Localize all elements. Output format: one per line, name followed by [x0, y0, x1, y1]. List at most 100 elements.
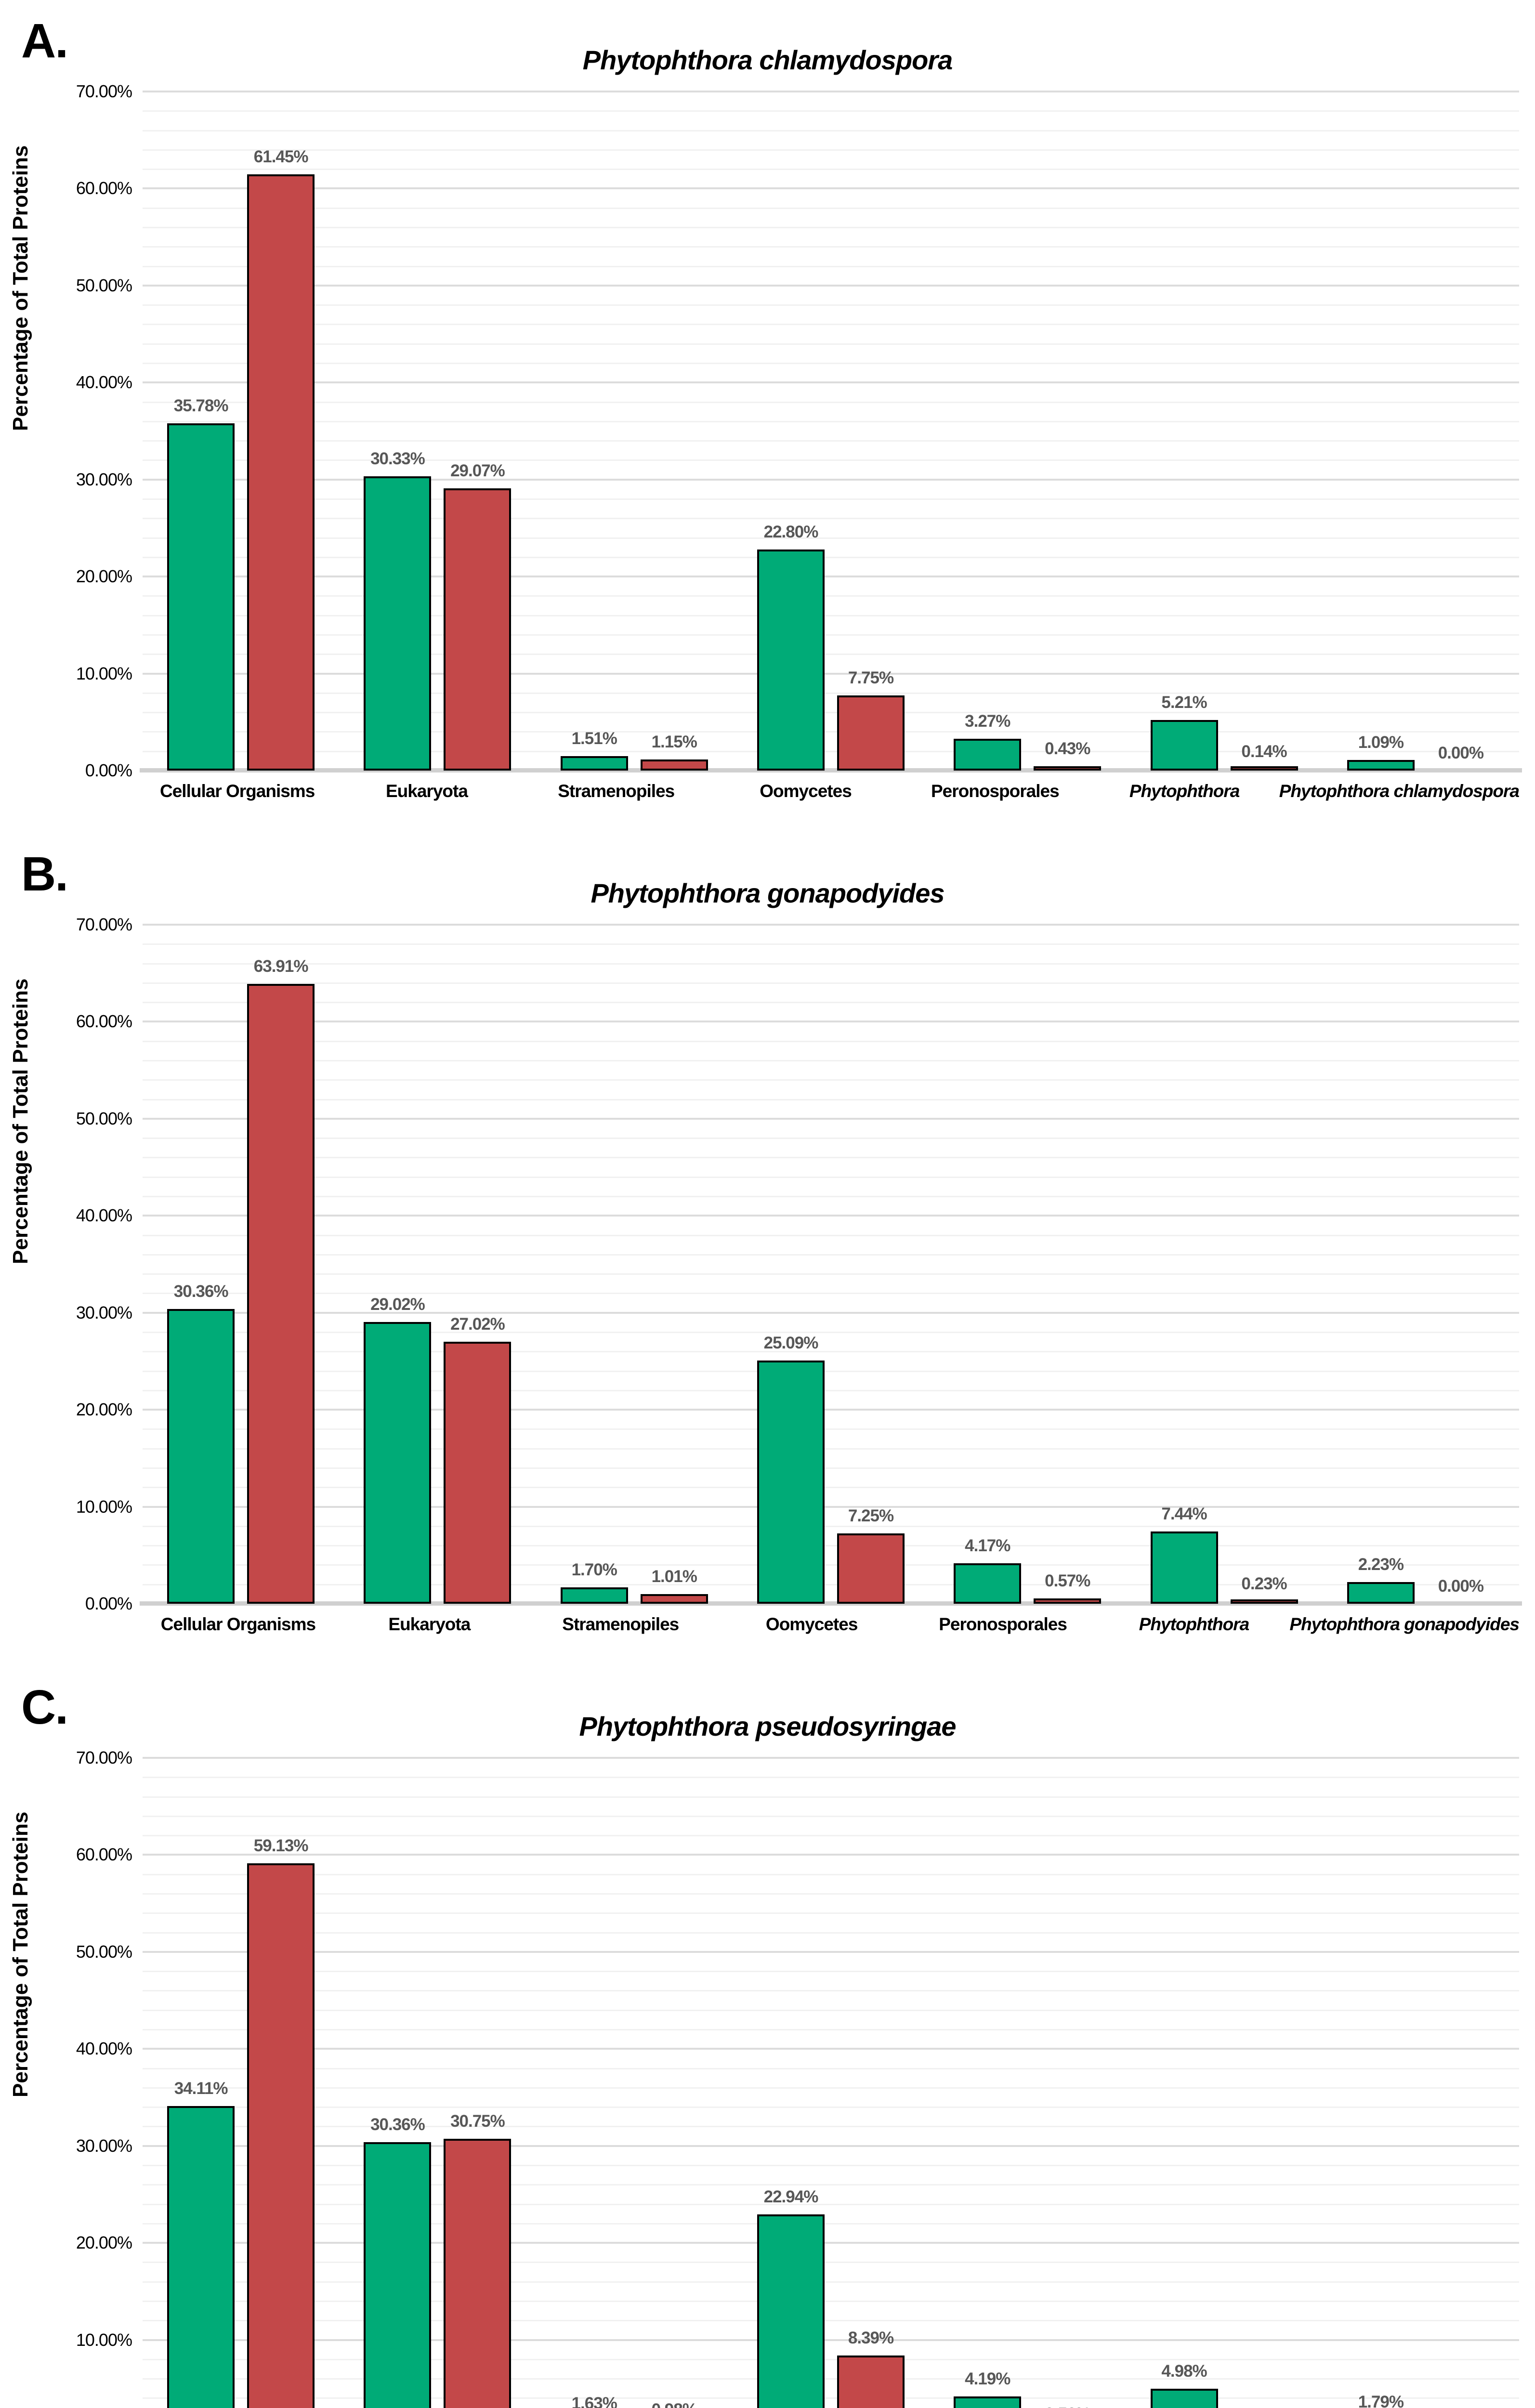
- value-label: 59.13%: [253, 1836, 309, 1855]
- category-group: 25.09% 7.25%: [733, 925, 929, 1604]
- minor-gridline: [143, 1467, 1519, 1469]
- bar-proteome: [247, 1863, 315, 2408]
- bar-slot: 22.80%: [757, 92, 825, 771]
- bar-slot: 35.78%: [167, 92, 235, 771]
- value-label: 22.80%: [763, 522, 819, 541]
- bar-proteome: [1034, 1598, 1102, 1604]
- bar-genome: [364, 2142, 432, 2408]
- minor-gridline: [143, 1040, 1519, 1042]
- x-category-label: Phytophthora gonapodyides: [1289, 1614, 1520, 1634]
- plot-area: 0.00% 10.00% 20.00% 30.00% 40.00% 50.00% 60.00…: [76, 915, 1522, 1613]
- minor-gridline: [143, 2068, 1519, 2069]
- value-label: 7.25%: [848, 1506, 894, 1525]
- value-label: 4.19%: [965, 2369, 1010, 2388]
- category-group: 7.44% 0.23%: [1126, 925, 1322, 1604]
- value-label: 7.75%: [848, 668, 894, 687]
- bar-slot: 1.63%: [561, 1758, 628, 2408]
- value-label: 0.00%: [1438, 1577, 1484, 1596]
- y-tick-label: 40.00%: [76, 1205, 132, 1226]
- y-tick-label: 50.00%: [76, 275, 132, 295]
- major-gridline: [143, 1021, 1519, 1023]
- bar-slot: 4.17%: [954, 925, 1022, 1604]
- chart-panel-B: B. Phytophthora gonapodyides Percentage of…: [0, 833, 1535, 1666]
- bar-proteome: [1034, 766, 1102, 771]
- bar-proteome: [444, 1341, 512, 1604]
- bar-slot: 5.21%: [1150, 92, 1218, 771]
- y-tick-label: 50.00%: [76, 1108, 132, 1128]
- chart-panel-A: A. Phytophthora chlamydospora Percentage o…: [0, 0, 1535, 833]
- x-category-label: Cellular Organisms: [160, 781, 315, 801]
- bar-proteome: [247, 983, 315, 1604]
- bar-slot: 25.09%: [757, 925, 825, 1604]
- minor-gridline: [143, 1584, 1519, 1585]
- minor-gridline: [143, 2009, 1519, 2011]
- y-tick-label: 60.00%: [76, 1011, 132, 1032]
- minor-gridline: [143, 1777, 1519, 1779]
- bar-genome: [1150, 720, 1218, 771]
- panel-letter: A.: [21, 14, 68, 68]
- y-tick-label: 10.00%: [76, 2329, 132, 2350]
- bar-slot: 2.23%: [1347, 925, 1415, 1604]
- minor-gridline: [143, 2107, 1519, 2108]
- minor-gridline: [143, 2320, 1519, 2322]
- minor-gridline: [143, 2358, 1519, 2360]
- bar-groups: 30.36% 63.91% 29.02% 27.02% 1.70% 1.01% 25.09%…: [143, 925, 1519, 1604]
- minor-gridline: [143, 1293, 1519, 1295]
- minor-gridline: [143, 246, 1519, 248]
- minor-gridline: [143, 1332, 1519, 1333]
- major-gridline: [143, 1215, 1519, 1217]
- value-label: 29.07%: [450, 461, 505, 481]
- value-label: 30.75%: [450, 2111, 505, 2131]
- category-group: 22.94% 8.39%: [733, 1758, 929, 2408]
- minor-gridline: [143, 2281, 1519, 2283]
- value-label: 22.94%: [763, 2187, 819, 2206]
- value-label: 1.51%: [571, 729, 617, 748]
- minor-gridline: [143, 595, 1519, 597]
- bar-slot: 29.02%: [364, 925, 432, 1604]
- bar-slot: 61.45%: [247, 92, 315, 771]
- x-category-label: Stramenopiles: [558, 781, 675, 801]
- value-label: 7.44%: [1161, 1505, 1207, 1524]
- bar-genome: [954, 2396, 1022, 2408]
- value-label: 0.00%: [1438, 744, 1484, 762]
- major-gridline: [143, 2048, 1519, 2050]
- category-group: 4.17% 0.57%: [929, 925, 1126, 1604]
- bar-genome: [757, 1360, 825, 1604]
- bar-genome: [167, 1309, 235, 1604]
- minor-gridline: [143, 1912, 1519, 1914]
- minor-gridline: [143, 2184, 1519, 2186]
- major-gridline: [143, 2145, 1519, 2147]
- y-tick-label: 40.00%: [76, 372, 132, 393]
- value-label: 27.02%: [450, 1314, 505, 1334]
- major-gridline: [143, 576, 1519, 578]
- bar-slot: 63.91%: [247, 925, 315, 1604]
- minor-gridline: [143, 1545, 1519, 1547]
- value-label: 0.23%: [1241, 1574, 1287, 1594]
- bar-slot: 59.13%: [247, 1758, 315, 2408]
- bar-slot: 22.94%: [757, 1758, 825, 2408]
- panel-letter: B.: [21, 847, 68, 901]
- bar-genome: [1347, 1582, 1415, 1604]
- y-tick-label: 20.00%: [76, 2233, 132, 2253]
- value-label: 1.15%: [651, 732, 697, 751]
- value-label: 30.33%: [370, 449, 425, 469]
- bar-genome: [560, 756, 628, 771]
- chart-title: Phytophthora pseudosyringae: [579, 1711, 957, 1741]
- bar-slot: 29.07%: [444, 92, 512, 771]
- value-label: 0.56%: [1045, 2405, 1090, 2408]
- value-label: 8.39%: [848, 2329, 894, 2348]
- bar-proteome: [444, 488, 512, 771]
- minor-gridline: [143, 1176, 1519, 1178]
- category-group: 35.78% 61.45%: [143, 92, 339, 771]
- y-tick-label: 10.00%: [76, 663, 132, 683]
- bar-proteome: [837, 1533, 905, 1604]
- value-label: 5.21%: [1161, 693, 1207, 712]
- category-group: 30.36% 63.91%: [143, 925, 339, 1604]
- minor-gridline: [143, 1487, 1519, 1489]
- category-group: 3.27% 0.43%: [929, 92, 1126, 771]
- major-gridline: [143, 381, 1519, 384]
- bar-slot: 4.19%: [954, 1758, 1022, 2408]
- minor-gridline: [143, 2029, 1519, 2030]
- minor-gridline: [143, 963, 1519, 965]
- minor-gridline: [143, 1990, 1519, 1992]
